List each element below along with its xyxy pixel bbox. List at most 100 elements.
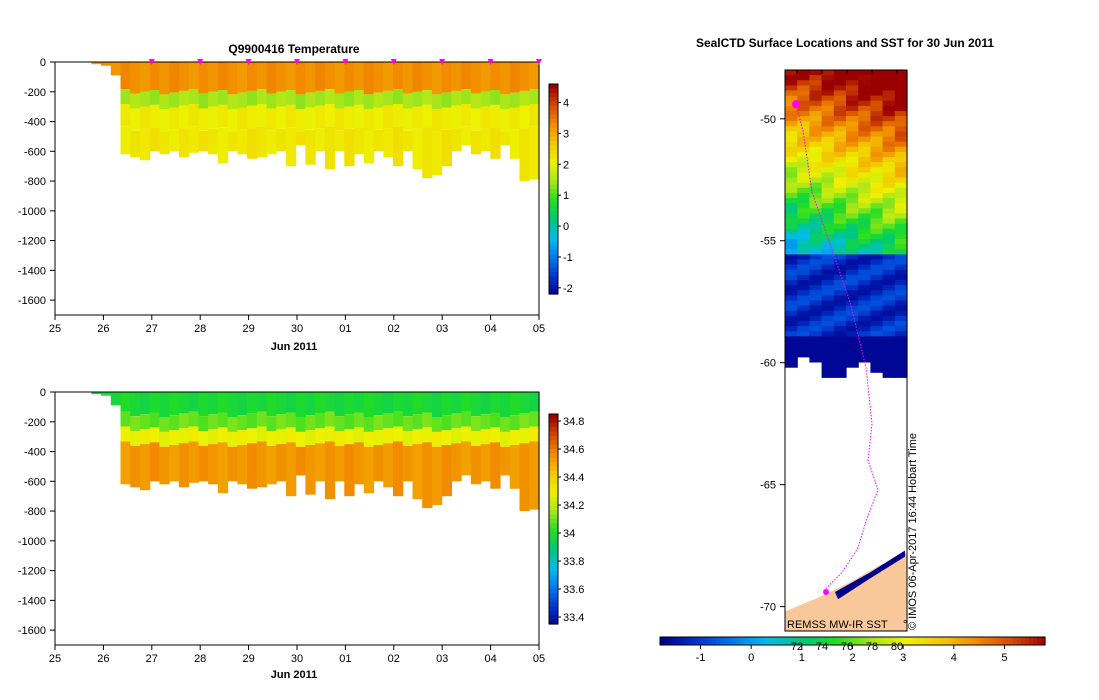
section-cell bbox=[363, 109, 375, 132]
sst-cell bbox=[797, 290, 810, 296]
section-cell bbox=[198, 93, 209, 109]
colorbar-swatch bbox=[936, 637, 942, 645]
sst-cell bbox=[797, 244, 810, 250]
colorbar-swatch bbox=[549, 92, 558, 98]
sst-cell bbox=[882, 167, 896, 173]
section-cell bbox=[276, 429, 287, 445]
profile-marker bbox=[536, 59, 542, 65]
section-cell bbox=[286, 412, 297, 428]
section-cell bbox=[383, 443, 394, 488]
sst-cell bbox=[809, 223, 823, 230]
sst-cell bbox=[797, 331, 810, 337]
section-cell bbox=[509, 392, 521, 416]
sst-cell bbox=[809, 136, 823, 143]
sst-cell bbox=[809, 203, 823, 209]
sst-cell bbox=[858, 259, 871, 266]
section-cell bbox=[305, 392, 316, 416]
sst-cell bbox=[858, 177, 871, 184]
section-cell bbox=[383, 392, 394, 414]
sst-cell bbox=[821, 141, 835, 148]
x-tick-label: 25 bbox=[49, 323, 61, 335]
colorbar-swatch bbox=[549, 289, 558, 295]
colorbar-swatch bbox=[672, 637, 677, 645]
section-cell bbox=[159, 446, 170, 485]
colorbar-swatch bbox=[924, 637, 930, 645]
sst-cell bbox=[846, 70, 859, 76]
section-cell bbox=[217, 62, 229, 90]
sst-cell bbox=[894, 141, 908, 148]
section-cell bbox=[315, 90, 326, 106]
section-cell bbox=[500, 431, 511, 447]
colorbar-swatch bbox=[549, 123, 558, 129]
section-cell bbox=[159, 431, 170, 447]
sst-cell bbox=[797, 116, 810, 122]
colorbar-swatch bbox=[668, 637, 673, 645]
sst-cell bbox=[785, 172, 798, 179]
section-cell bbox=[441, 129, 452, 167]
section-cell bbox=[266, 392, 277, 417]
sst-cell bbox=[870, 331, 884, 337]
section-cell bbox=[461, 104, 472, 127]
sst-cell bbox=[785, 213, 798, 220]
sst-cell bbox=[894, 100, 908, 107]
sst-cell bbox=[785, 249, 798, 255]
sst-cell bbox=[821, 75, 835, 81]
colorbar-swatch bbox=[549, 84, 558, 89]
section-cell bbox=[324, 426, 336, 442]
section-cell bbox=[480, 392, 491, 415]
profile-marker bbox=[148, 59, 155, 65]
sst-cell bbox=[858, 326, 871, 332]
sst-cell bbox=[870, 290, 884, 296]
sst-cell bbox=[785, 280, 798, 286]
sst-cell bbox=[821, 187, 835, 194]
sst-cell bbox=[809, 331, 823, 337]
section-cell bbox=[198, 416, 209, 431]
sst-cell bbox=[821, 116, 835, 122]
sst-cell bbox=[846, 259, 859, 266]
colorbar-swatch bbox=[549, 575, 558, 581]
section-cell bbox=[120, 104, 131, 127]
sst-cell bbox=[870, 264, 884, 271]
sst-cell bbox=[858, 121, 871, 127]
section-cell bbox=[140, 106, 151, 129]
section-cell bbox=[305, 430, 316, 445]
colorbar-swatch bbox=[992, 637, 998, 645]
section-cell bbox=[169, 430, 180, 445]
colorbar-swatch bbox=[720, 637, 725, 645]
sst-cell bbox=[785, 198, 798, 204]
section-cell bbox=[354, 442, 365, 485]
section-cell bbox=[451, 413, 462, 429]
salinity-section bbox=[91, 392, 540, 512]
sst-cell bbox=[785, 290, 798, 296]
sst-cell bbox=[858, 105, 871, 112]
sst-cell bbox=[882, 341, 896, 348]
x-tick-label: 26 bbox=[97, 323, 109, 335]
colorbar-swatch bbox=[549, 140, 558, 146]
sst-cell bbox=[846, 126, 859, 132]
sst-cell bbox=[821, 305, 835, 312]
section-cell bbox=[159, 131, 170, 155]
sst-cell bbox=[785, 341, 798, 348]
sst-cell bbox=[833, 198, 847, 204]
y-tick-label: -1600 bbox=[18, 295, 46, 307]
sst-cell bbox=[870, 274, 884, 281]
sst-cell bbox=[821, 264, 835, 271]
section-cell bbox=[431, 431, 443, 447]
colorbar-swatch bbox=[844, 637, 850, 645]
section-cell bbox=[431, 392, 443, 417]
sst-cell bbox=[870, 157, 884, 163]
lon-tick-label: 72 bbox=[791, 641, 803, 653]
sst-cell bbox=[833, 285, 847, 291]
section-cell bbox=[149, 392, 160, 413]
colorbar-swatch bbox=[736, 637, 741, 645]
sst-cell bbox=[809, 310, 823, 317]
section-cell bbox=[247, 428, 258, 444]
sst-cell bbox=[846, 192, 859, 199]
section-cell bbox=[383, 105, 394, 129]
sst-cell bbox=[821, 356, 835, 363]
section-cell bbox=[130, 392, 141, 417]
sst-cell bbox=[785, 305, 798, 312]
colorbar-tick-label: 1 bbox=[799, 652, 805, 664]
sst-cell bbox=[785, 269, 798, 276]
sst-cell bbox=[858, 274, 871, 281]
